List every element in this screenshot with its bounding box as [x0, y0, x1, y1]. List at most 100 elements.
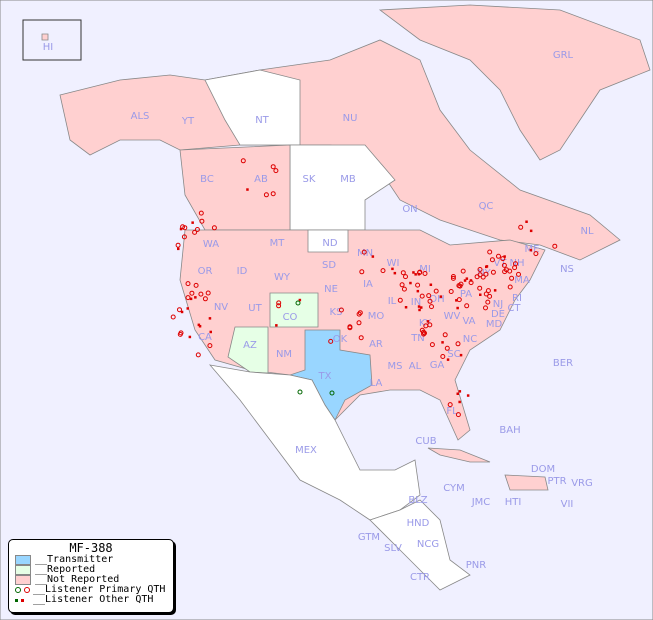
listener-other-marker [456, 392, 459, 395]
listener-other-marker [416, 289, 420, 293]
listener-other-marker [469, 279, 473, 282]
listener-primary-marker [359, 269, 365, 275]
listener-other-marker [458, 390, 462, 393]
region-label-in: IN [411, 297, 421, 308]
listener-other-marker [466, 394, 470, 397]
listener-primary-marker [509, 275, 515, 281]
listener-primary-marker [181, 234, 187, 240]
listener-primary-marker [423, 323, 429, 329]
listener-primary-marker [198, 291, 204, 297]
region-label-ptr: PTR [547, 476, 566, 487]
region-mexico [208, 364, 421, 521]
listener-primary-marker [276, 300, 282, 306]
listener-primary-marker [361, 249, 367, 255]
listener-primary-marker [426, 293, 432, 299]
listener-other-marker [458, 400, 461, 404]
listener-primary-marker [483, 271, 489, 277]
region-label-yt: YT [181, 116, 195, 127]
listener-primary-marker [483, 305, 488, 311]
region-label-hnd: HND [407, 518, 430, 529]
listener-other-marker [404, 306, 408, 309]
listener-other-marker [412, 271, 415, 274]
region-label-ar: AR [369, 339, 383, 350]
listener-primary-marker [480, 274, 486, 280]
region-hawaii [41, 33, 49, 41]
listener-other-marker [208, 317, 212, 320]
listener-primary-marker [501, 262, 507, 268]
listener-primary-marker [205, 290, 211, 296]
region-label-hti: HTI [505, 497, 522, 508]
listener-primary-marker [415, 282, 421, 288]
region-label-nl: NL [580, 226, 593, 237]
region-label-ks: KS [330, 307, 343, 318]
region-label-vrg: VRG [571, 478, 593, 489]
listener-other-marker [393, 271, 397, 275]
region-label-als: ALS [131, 111, 150, 122]
region-label-ncg: NCG [417, 539, 439, 550]
region-tx [288, 329, 373, 421]
region-label-ri: RI [512, 293, 522, 304]
region-label-ma: MA [514, 275, 530, 286]
legend-not-reported: __Not Reported [9, 575, 173, 585]
region-cuba [427, 447, 491, 463]
listener-primary-marker [450, 274, 456, 279]
region-label-ber: BER [553, 358, 573, 369]
legend: MF-388 __Transmitter __Reported __Not Re… [8, 539, 174, 613]
listener-primary-marker [433, 288, 439, 294]
region-label-nm: NM [276, 349, 292, 360]
region-label-jmc: JMC [471, 497, 491, 508]
listener-primary-marker [295, 300, 301, 306]
listener-primary-marker [400, 270, 406, 276]
listener-primary-marker [507, 284, 513, 290]
region-label-ms: MS [388, 361, 403, 372]
listener-primary-marker [440, 354, 446, 359]
listener-primary-marker [329, 390, 335, 396]
listener-other-marker [529, 248, 533, 252]
listener-other-marker [391, 267, 394, 271]
listener-primary-marker [207, 343, 213, 349]
listener-primary-marker [490, 269, 496, 275]
listener-other-marker [186, 307, 189, 310]
listener-primary-marker [198, 210, 204, 216]
region-label-cym: CYM [443, 483, 465, 494]
listener-other-marker [493, 289, 497, 292]
region-label-fl: FL [446, 406, 458, 417]
listener-other-marker [209, 330, 212, 334]
listener-other-marker [275, 324, 278, 327]
listener-primary-marker [513, 261, 518, 267]
region-label-oh: OH [429, 294, 444, 305]
legend-reported: __Reported [9, 565, 173, 575]
listener-other-marker [463, 279, 467, 282]
listener-primary-marker [450, 275, 456, 281]
region-label-mi: MI [419, 264, 431, 275]
listener-other-marker [180, 310, 184, 314]
listener-primary-marker [175, 242, 181, 248]
region-label-hi: HI [43, 42, 53, 53]
listener-other-marker [298, 298, 302, 302]
listener-primary-marker [489, 257, 495, 263]
listener-primary-marker [276, 303, 282, 309]
listener-primary-marker [460, 268, 466, 274]
region-label-ca: CA [198, 332, 212, 343]
listener-primary-marker [397, 297, 403, 303]
region-label-ns: NS [560, 264, 574, 275]
listener-primary-marker [380, 268, 386, 274]
listener-primary-marker [211, 225, 217, 231]
region-label-on: ON [402, 204, 417, 215]
listener-primary-marker [270, 164, 276, 170]
region-central-america [369, 499, 471, 591]
region-label-pa: PA [460, 289, 472, 300]
listener-primary-marker [448, 289, 454, 294]
region-label-nc: NC [463, 334, 477, 345]
listener-primary-marker [357, 310, 363, 316]
region-label-nt: NT [255, 115, 269, 126]
listener-primary-marker [401, 286, 407, 292]
listener-primary-marker [358, 335, 364, 341]
region-greenland [378, 4, 651, 161]
region-label-az: AZ [243, 340, 257, 351]
listener-primary-marker [403, 274, 408, 280]
region-label-bc: BC [200, 174, 214, 185]
listener-other-marker [246, 188, 249, 191]
region-label-mb: MB [340, 174, 356, 185]
region-label-vt: VT [494, 258, 508, 269]
